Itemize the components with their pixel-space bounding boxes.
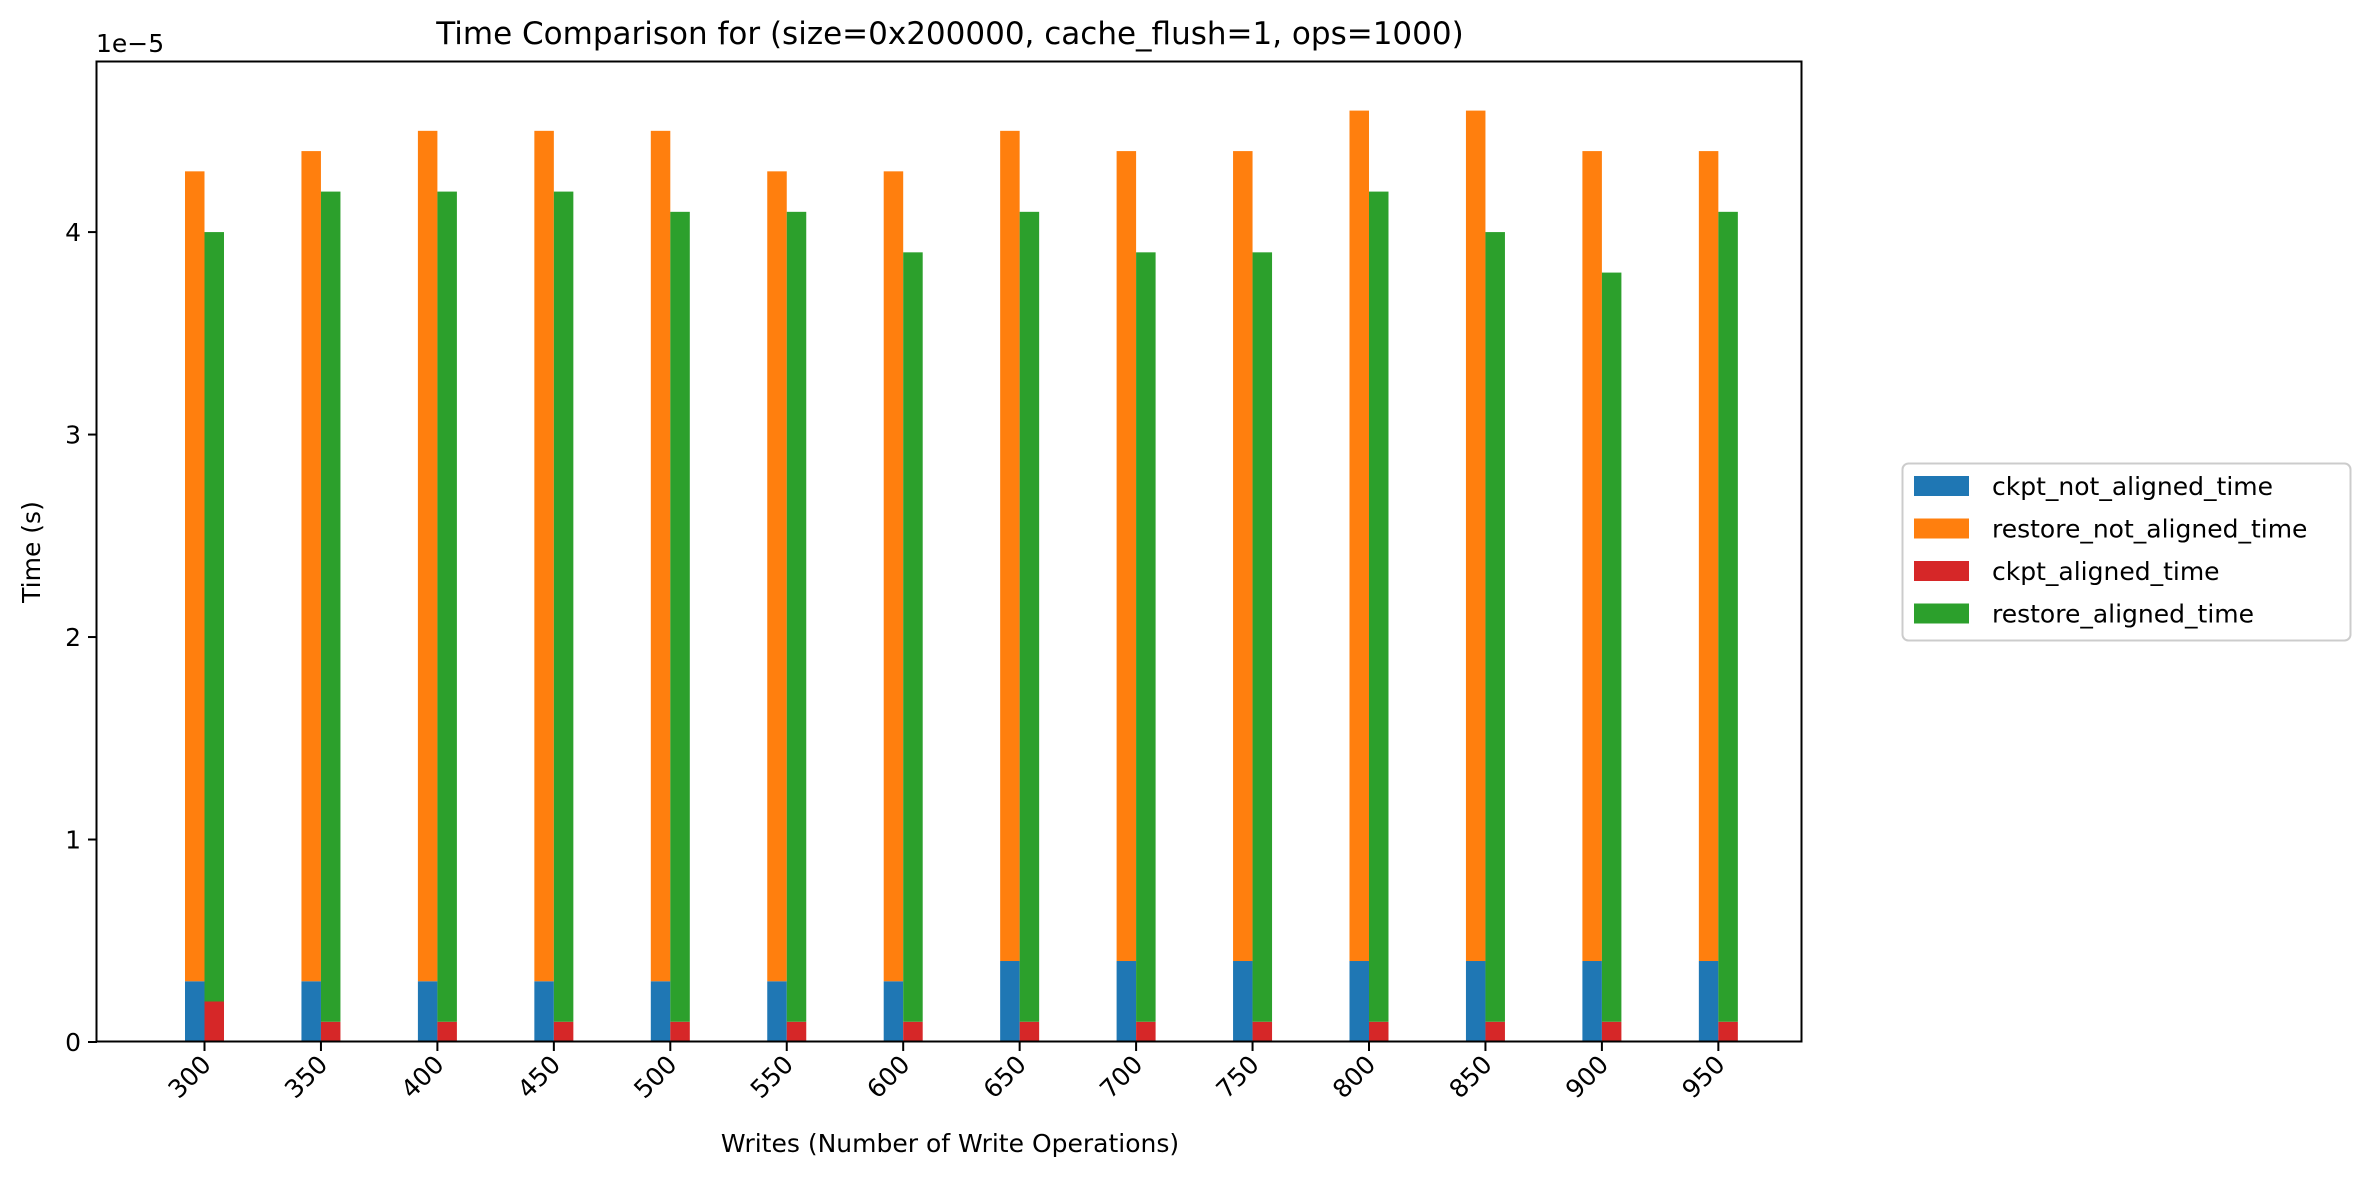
- bar-ckpt-aligned-time-350: [320, 1021, 341, 1042]
- y-axis-offset-label: 1e−5: [96, 29, 164, 58]
- bar-restore-not-aligned-time-850: [1465, 110, 1486, 962]
- y-tick-label: 4: [65, 218, 81, 247]
- bar-ckpt-not-aligned-time-400: [417, 981, 438, 1042]
- bar-restore-aligned-time-850: [1485, 232, 1505, 1022]
- bar-ckpt-aligned-time-450: [553, 1021, 574, 1042]
- bar-restore-not-aligned-time-700: [1116, 151, 1137, 962]
- bar-restore-not-aligned-time-900: [1582, 151, 1602, 962]
- y-axis-label: Time (s): [17, 501, 46, 604]
- bar-ckpt-aligned-time-950: [1718, 1021, 1738, 1042]
- bar-restore-aligned-time-600: [903, 252, 923, 1022]
- bar-restore-not-aligned-time-300: [185, 171, 205, 982]
- bar-restore-aligned-time-500: [670, 211, 690, 1022]
- bar-restore-not-aligned-time-550: [767, 171, 787, 982]
- bar-ckpt-aligned-time-800: [1369, 1021, 1389, 1042]
- bar-ckpt-not-aligned-time-900: [1582, 961, 1602, 1042]
- x-axis-label: Writes (Number of Write Operations): [721, 1129, 1179, 1158]
- bar-restore-aligned-time-300: [204, 232, 224, 1002]
- bar-ckpt-not-aligned-time-450: [534, 981, 554, 1042]
- bar-ckpt-not-aligned-time-950: [1698, 961, 1719, 1042]
- y-tick-label: 2: [65, 623, 81, 652]
- bar-ckpt-not-aligned-time-500: [650, 981, 671, 1042]
- bar-ckpt-aligned-time-750: [1252, 1021, 1273, 1042]
- y-tick-label: 3: [65, 421, 81, 450]
- bar-ckpt-aligned-time-650: [1019, 1021, 1040, 1042]
- bar-ckpt-not-aligned-time-850: [1465, 961, 1486, 1042]
- legend-label-restore-aligned-time: restore_aligned_time: [1992, 600, 2254, 629]
- bar-ckpt-not-aligned-time-300: [185, 981, 205, 1042]
- bar-restore-aligned-time-950: [1718, 211, 1738, 1022]
- bar-restore-not-aligned-time-600: [883, 171, 904, 982]
- bar-restore-aligned-time-900: [1601, 272, 1622, 1022]
- bar-restore-not-aligned-time-350: [301, 151, 321, 982]
- legend-swatch-restore-not-aligned-time: [1914, 518, 1969, 539]
- y-tick-label: 1: [65, 826, 81, 855]
- bar-ckpt-not-aligned-time-800: [1349, 961, 1369, 1042]
- y-tick-label: 0: [65, 1028, 81, 1057]
- legend-swatch-restore-aligned-time: [1914, 603, 1969, 624]
- legend-label-ckpt-not-aligned-time: ckpt_not_aligned_time: [1992, 472, 2273, 501]
- bar-ckpt-aligned-time-400: [437, 1021, 457, 1042]
- bar-ckpt-not-aligned-time-750: [1233, 961, 1253, 1042]
- legend-label-restore-not-aligned-time: restore_not_aligned_time: [1992, 515, 2307, 544]
- bar-ckpt-aligned-time-300: [204, 1001, 224, 1042]
- bar-restore-not-aligned-time-950: [1698, 151, 1719, 962]
- bar-restore-not-aligned-time-450: [534, 130, 554, 982]
- legend-swatch-ckpt-not-aligned-time: [1914, 476, 1969, 496]
- bar-restore-aligned-time-800: [1369, 191, 1389, 1022]
- bar-ckpt-aligned-time-850: [1485, 1021, 1505, 1042]
- legend-swatch-ckpt-aligned-time: [1914, 561, 1969, 581]
- bars-layer: [185, 110, 1738, 1042]
- bar-ckpt-not-aligned-time-550: [767, 981, 787, 1042]
- bar-ckpt-aligned-time-500: [670, 1021, 690, 1042]
- bar-ckpt-aligned-time-700: [1136, 1021, 1156, 1042]
- bar-restore-aligned-time-750: [1252, 252, 1273, 1022]
- bar-ckpt-aligned-time-600: [903, 1021, 923, 1042]
- bar-restore-aligned-time-700: [1136, 252, 1156, 1022]
- bar-restore-aligned-time-350: [320, 191, 341, 1022]
- bar-ckpt-aligned-time-550: [786, 1021, 807, 1042]
- bar-restore-not-aligned-time-800: [1349, 110, 1369, 962]
- bar-restore-not-aligned-time-400: [417, 130, 438, 982]
- bar-ckpt-not-aligned-time-700: [1116, 961, 1137, 1042]
- bar-restore-not-aligned-time-650: [1000, 130, 1020, 962]
- bar-ckpt-not-aligned-time-600: [883, 981, 904, 1042]
- legend-frame: [1901, 462, 2352, 642]
- bar-restore-aligned-time-400: [437, 191, 457, 1022]
- bar-restore-not-aligned-time-500: [650, 130, 671, 982]
- bar-ckpt-not-aligned-time-350: [301, 981, 321, 1042]
- legend-label-ckpt-aligned-time: ckpt_aligned_time: [1992, 557, 2220, 586]
- bar-restore-aligned-time-450: [553, 191, 574, 1022]
- bar-restore-aligned-time-550: [786, 211, 807, 1022]
- legend: ckpt_not_aligned_time restore_not_aligned…: [1901, 462, 2352, 642]
- bar-restore-not-aligned-time-750: [1233, 151, 1253, 962]
- bar-ckpt-aligned-time-900: [1601, 1021, 1622, 1042]
- plot-area-frame: [95, 60, 1803, 1043]
- bar-ckpt-not-aligned-time-650: [1000, 961, 1020, 1042]
- bar-restore-aligned-time-650: [1019, 211, 1040, 1022]
- chart-title: Time Comparison for (size=0x200000, cach…: [435, 16, 1463, 52]
